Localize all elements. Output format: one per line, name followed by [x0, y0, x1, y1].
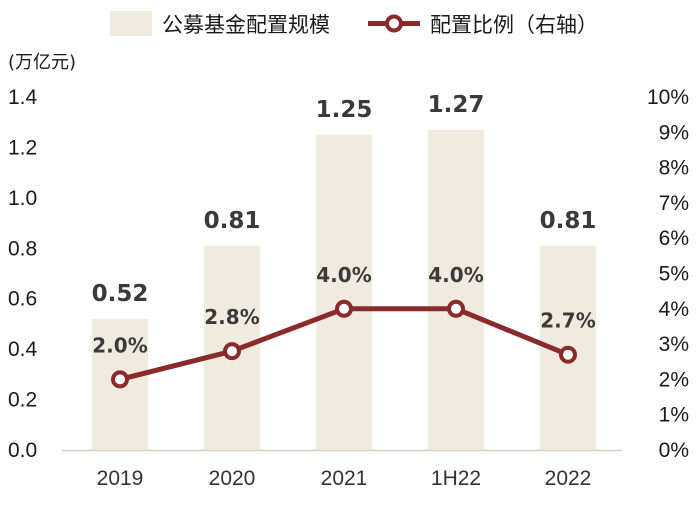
line-value-label: 2.0% — [92, 333, 147, 357]
x-tick-label: 2019 — [97, 467, 144, 490]
line-series — [111, 299, 577, 389]
left-tick-label: 1.4 — [8, 86, 38, 109]
bar-value-label: 1.25 — [316, 97, 373, 123]
x-tick-label: 2021 — [321, 467, 368, 490]
right-tick-label: 1% — [659, 404, 689, 427]
left-axis-unit: (万亿元) — [8, 52, 76, 73]
right-tick-label: 5% — [659, 263, 689, 286]
right-tick-label: 7% — [659, 192, 689, 215]
bar-value-label: 1.27 — [428, 92, 485, 118]
x-axis-ticks: 2019 2020 2021 1H22 2022 — [97, 467, 592, 490]
right-tick-label: 0% — [659, 439, 689, 462]
right-tick-label: 8% — [659, 157, 689, 180]
right-tick-label: 10% — [647, 86, 689, 109]
line-marker — [335, 299, 353, 318]
x-tick-label: 2022 — [545, 467, 592, 490]
line-value-label: 2.7% — [540, 309, 595, 333]
bar-value-label: 0.52 — [92, 281, 149, 307]
line-value-label: 2.8% — [204, 305, 259, 329]
right-tick-label: 3% — [659, 333, 689, 356]
bar-labels: 0.52 0.81 1.25 1.27 0.81 — [92, 92, 597, 307]
legend: 公募基金配置规模 配置比例（右轴） — [110, 11, 598, 37]
bars — [92, 129, 596, 451]
right-tick-label: 4% — [659, 298, 689, 321]
x-tick-label: 1H22 — [431, 467, 481, 490]
left-tick-label: 0.4 — [8, 338, 38, 361]
line-value-label: 4.0% — [316, 263, 371, 287]
right-tick-label: 6% — [659, 227, 689, 250]
right-tick-label: 9% — [659, 121, 689, 144]
line-marker — [559, 345, 577, 364]
right-tick-label: 2% — [659, 368, 689, 391]
line-value-label: 4.0% — [428, 263, 483, 287]
x-tick-label: 2020 — [209, 467, 256, 490]
bar — [316, 134, 372, 451]
left-tick-label: 0.0 — [8, 439, 37, 462]
left-tick-label: 1.0 — [8, 187, 37, 210]
legend-line-marker — [385, 14, 403, 33]
line-marker — [447, 299, 465, 318]
legend-bar-label: 公募基金配置规模 — [162, 13, 330, 37]
left-tick-label: 0.8 — [8, 237, 37, 260]
right-axis-ticks: 0% 1% 2% 3% 4% 5% 6% 7% 8% 9% 10% — [647, 86, 689, 462]
bar-value-label: 0.81 — [540, 208, 597, 234]
bar — [428, 129, 484, 450]
line-labels: 2.0% 2.8% 4.0% 4.0% 2.7% — [92, 263, 595, 358]
left-tick-label: 1.2 — [8, 136, 37, 159]
bar-value-label: 0.81 — [204, 208, 261, 234]
line-marker — [111, 370, 129, 389]
left-tick-label: 0.6 — [8, 288, 37, 311]
left-axis-ticks: 0.0 0.2 0.4 0.6 0.8 1.0 1.2 1.4 — [8, 86, 38, 462]
left-tick-label: 0.2 — [8, 389, 37, 412]
line-marker — [223, 342, 241, 361]
legend-line-label: 配置比例（右轴） — [430, 13, 598, 37]
legend-bar-swatch — [110, 11, 152, 36]
